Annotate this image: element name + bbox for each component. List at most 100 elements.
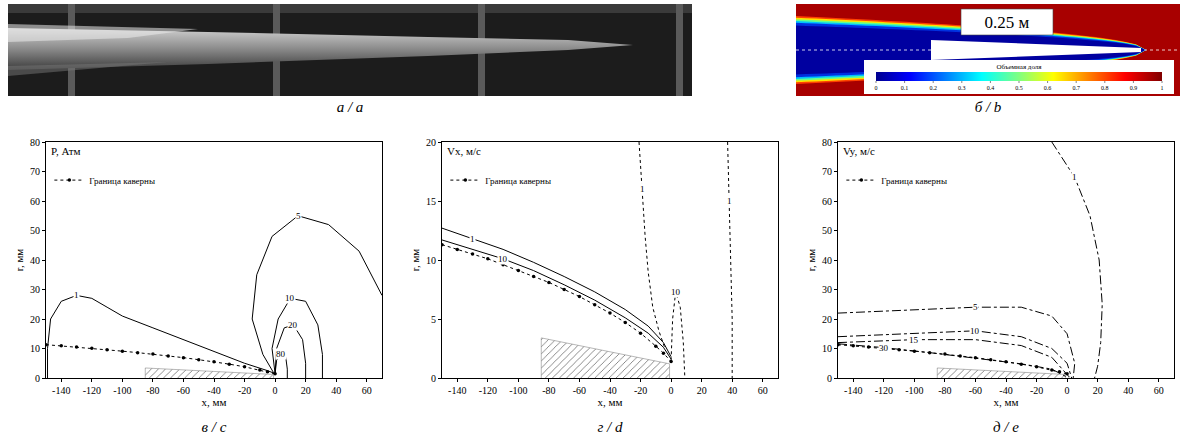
svg-text:0.9: 0.9 xyxy=(1130,85,1138,91)
svg-text:-100: -100 xyxy=(113,385,131,396)
svg-text:80: 80 xyxy=(30,137,40,148)
svg-text:0.1: 0.1 xyxy=(901,85,909,91)
svg-text:10: 10 xyxy=(970,326,980,336)
svg-text:0: 0 xyxy=(273,385,278,396)
svg-text:0.6: 0.6 xyxy=(1044,85,1052,91)
svg-text:r, мм: r, мм xyxy=(409,249,421,272)
svg-text:0: 0 xyxy=(827,373,832,384)
svg-text:P, Атм: P, Атм xyxy=(51,145,81,157)
svg-text:-120: -120 xyxy=(479,385,497,396)
svg-text:20: 20 xyxy=(426,137,436,148)
svg-text:10: 10 xyxy=(285,293,295,303)
svg-text:-120: -120 xyxy=(83,385,101,396)
svg-text:5: 5 xyxy=(296,211,301,221)
svg-text:50: 50 xyxy=(822,225,832,236)
svg-text:1: 1 xyxy=(1161,85,1164,91)
svg-text:-20: -20 xyxy=(634,385,647,396)
svg-text:1: 1 xyxy=(1072,172,1077,182)
svg-text:-60: -60 xyxy=(177,385,190,396)
svg-text:-40: -40 xyxy=(999,385,1012,396)
html-text:а / a: а / a xyxy=(336,99,364,115)
svg-text:40: 40 xyxy=(1123,385,1133,396)
svg-text:70: 70 xyxy=(822,166,832,177)
svg-text:Объемная доля: Объемная доля xyxy=(996,63,1042,71)
svg-text:1: 1 xyxy=(727,196,732,206)
svg-text:0.25 м: 0.25 м xyxy=(985,13,1030,32)
svg-text:-120: -120 xyxy=(875,385,893,396)
svg-text:60: 60 xyxy=(758,385,768,396)
svg-text:0: 0 xyxy=(1065,385,1070,396)
svg-text:0: 0 xyxy=(35,373,40,384)
svg-text:0.4: 0.4 xyxy=(987,85,995,91)
svg-text:0.7: 0.7 xyxy=(1072,85,1080,91)
html-text:в / c: в / c xyxy=(201,419,227,435)
svg-text:x, мм: x, мм xyxy=(598,396,623,408)
svg-text:-20: -20 xyxy=(238,385,251,396)
svg-text:0.5: 0.5 xyxy=(1015,85,1023,91)
svg-text:-140: -140 xyxy=(844,385,862,396)
svg-text:-80: -80 xyxy=(146,385,159,396)
svg-text:-80: -80 xyxy=(542,385,555,396)
svg-text:x, мм: x, мм xyxy=(994,396,1019,408)
svg-text:15: 15 xyxy=(909,335,919,345)
svg-text:Vy, м/с: Vy, м/с xyxy=(843,145,875,157)
svg-text:0: 0 xyxy=(669,385,674,396)
svg-text:5: 5 xyxy=(973,302,978,312)
svg-text:0.2: 0.2 xyxy=(929,85,937,91)
svg-text:60: 60 xyxy=(30,196,40,207)
svg-text:-140: -140 xyxy=(52,385,70,396)
svg-text:r, мм: r, мм xyxy=(805,249,817,272)
svg-text:10: 10 xyxy=(671,287,681,297)
svg-text:Граница каверны: Граница каверны xyxy=(881,176,947,186)
svg-text:Граница каверны: Граница каверны xyxy=(485,176,551,186)
svg-text:-40: -40 xyxy=(603,385,616,396)
svg-text:80: 80 xyxy=(822,137,832,148)
svg-text:-100: -100 xyxy=(905,385,923,396)
svg-text:20: 20 xyxy=(30,314,40,325)
svg-text:-140: -140 xyxy=(448,385,466,396)
svg-text:40: 40 xyxy=(822,255,832,266)
svg-text:0.8: 0.8 xyxy=(1101,85,1109,91)
svg-text:40: 40 xyxy=(30,255,40,266)
svg-text:40: 40 xyxy=(331,385,341,396)
svg-text:20: 20 xyxy=(697,385,707,396)
svg-text:5: 5 xyxy=(431,314,436,325)
svg-text:-40: -40 xyxy=(207,385,220,396)
svg-text:15: 15 xyxy=(426,196,436,207)
svg-text:x, мм: x, мм xyxy=(202,396,227,408)
svg-text:1: 1 xyxy=(640,184,645,194)
svg-text:20: 20 xyxy=(288,320,298,330)
svg-text:50: 50 xyxy=(30,225,40,236)
svg-text:30: 30 xyxy=(30,284,40,295)
svg-text:Граница каверны: Граница каверны xyxy=(89,176,155,186)
svg-text:30: 30 xyxy=(879,343,889,353)
svg-text:1: 1 xyxy=(74,290,79,300)
svg-text:40: 40 xyxy=(727,385,737,396)
svg-text:r, мм: r, мм xyxy=(13,249,25,272)
svg-text:60: 60 xyxy=(362,385,372,396)
svg-text:10: 10 xyxy=(822,343,832,354)
svg-text:0: 0 xyxy=(431,373,436,384)
html-text:г / d: г / d xyxy=(597,419,623,435)
svg-text:20: 20 xyxy=(1093,385,1103,396)
svg-text:20: 20 xyxy=(301,385,311,396)
html-text:б / b: б / b xyxy=(974,99,1002,115)
svg-text:Vx, м/с: Vx, м/с xyxy=(447,145,481,157)
svg-text:20: 20 xyxy=(822,314,832,325)
svg-text:70: 70 xyxy=(30,166,40,177)
svg-text:-100: -100 xyxy=(509,385,527,396)
svg-text:80: 80 xyxy=(276,349,286,359)
svg-text:-60: -60 xyxy=(573,385,586,396)
svg-text:10: 10 xyxy=(426,255,436,266)
svg-text:0: 0 xyxy=(875,85,878,91)
svg-text:10: 10 xyxy=(30,343,40,354)
svg-text:60: 60 xyxy=(822,196,832,207)
svg-text:30: 30 xyxy=(822,284,832,295)
svg-text:-60: -60 xyxy=(969,385,982,396)
svg-text:10: 10 xyxy=(498,254,508,264)
svg-text:0.3: 0.3 xyxy=(958,85,966,91)
svg-text:-80: -80 xyxy=(938,385,951,396)
svg-text:1: 1 xyxy=(470,234,475,244)
svg-text:60: 60 xyxy=(1154,385,1164,396)
svg-text:-20: -20 xyxy=(1030,385,1043,396)
